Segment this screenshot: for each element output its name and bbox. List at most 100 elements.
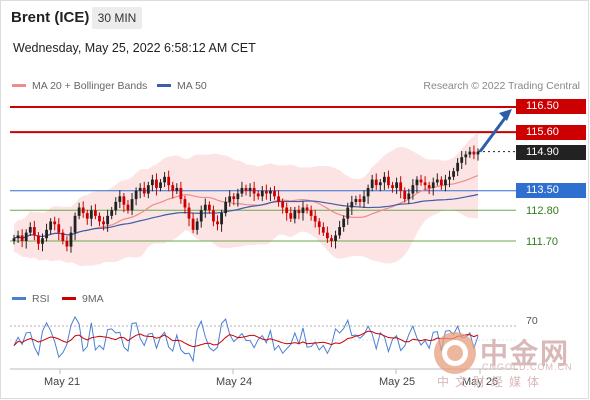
candle-body: [330, 238, 333, 241]
candle-body: [150, 179, 154, 186]
candle-body: [321, 227, 325, 233]
level-label-111-70: 111.70: [526, 236, 559, 248]
candle-body: [415, 179, 419, 186]
level-label-115-60: 115.60: [516, 125, 586, 140]
candle-body: [77, 207, 81, 216]
legend-rsi-ma: 9MA: [62, 293, 104, 305]
candle-body: [16, 235, 20, 239]
candle-body: [362, 196, 366, 202]
rsi-line: [13, 315, 479, 363]
candle-body: [12, 238, 16, 241]
bollinger-band-area: [14, 132, 478, 267]
candle-body: [207, 204, 211, 211]
candle-body: [309, 210, 313, 216]
watermark-sub: 中文财经媒体: [437, 375, 546, 389]
level-label-116-50: 116.50: [516, 99, 586, 114]
candle-body: [444, 179, 447, 186]
legend-ma20: MA 20 + Bollinger Bands: [12, 80, 147, 92]
bollinger-band: [14, 132, 478, 267]
candle-body: [146, 185, 150, 194]
candle-body: [313, 215, 317, 222]
rsi-ma-line: [13, 330, 479, 348]
credit-text: Research © 2022 Trading Central: [423, 80, 580, 92]
candle-body: [175, 187, 179, 191]
candle-body: [171, 185, 175, 191]
candle-body: [317, 221, 321, 228]
candle-body: [326, 232, 329, 239]
candle-body: [203, 204, 207, 211]
candle-body: [195, 221, 199, 230]
x-tick-may21: May 21: [44, 376, 81, 388]
candle-body: [305, 207, 309, 211]
candle-body: [301, 207, 305, 214]
instrument-title: Brent (ICE): [11, 9, 90, 26]
candle-body: [216, 221, 219, 225]
candle-body: [395, 182, 398, 188]
candle-body: [163, 176, 166, 183]
candle-body: [228, 196, 232, 202]
candle-body: [468, 151, 472, 155]
candle-body: [448, 176, 451, 180]
candle-body: [45, 229, 48, 239]
candle-body: [187, 207, 191, 219]
x-tick-may26: May 26: [462, 376, 499, 388]
candle-body: [334, 235, 337, 241]
rsi-level-70: 70: [526, 315, 538, 327]
candle-body: [69, 232, 73, 247]
legend-ma20-label: MA 20 + Bollinger Bands: [32, 80, 148, 92]
candle-body: [366, 187, 370, 197]
candle-body: [98, 215, 101, 222]
candle-body: [57, 224, 61, 233]
candle-body: [350, 201, 354, 208]
level-label-113-50: 113.50: [516, 183, 586, 198]
candle-body: [419, 179, 423, 183]
candle-body: [407, 193, 411, 200]
watermark-logo-icon: [434, 332, 476, 374]
candle-body: [110, 210, 114, 216]
candle-body: [464, 154, 468, 158]
candle-body: [122, 196, 126, 205]
candle-body: [460, 157, 464, 163]
rsi-swatch-icon: [12, 296, 26, 300]
candle-body: [293, 210, 297, 219]
candle-body: [61, 232, 65, 241]
candle-body: [199, 210, 203, 222]
moving-averages: [13, 174, 479, 239]
candle-body: [94, 210, 97, 216]
candle-body: [236, 193, 240, 200]
candles: [12, 145, 480, 253]
projection-arrow: [478, 109, 512, 153]
candle-body: [65, 241, 69, 247]
candle-body: [244, 187, 248, 191]
rsi-panel: [10, 315, 518, 363]
candle-body: [240, 187, 244, 194]
level-label-112-80: 112.80: [526, 205, 559, 217]
candle-body: [53, 221, 57, 225]
candle-body: [118, 196, 122, 202]
watermark-cn: 中金网: [480, 337, 571, 370]
candle-body: [346, 207, 350, 219]
candle-body: [32, 227, 36, 236]
ma50-line: [13, 193, 479, 239]
projection-arrow-shaft: [478, 113, 510, 153]
candle-body: [411, 185, 415, 194]
candle-body: [273, 190, 276, 197]
legend-rsi: RSI: [12, 293, 50, 305]
candle-body: [338, 227, 342, 236]
x-tick-may25: May 25: [379, 376, 416, 388]
candle-body: [399, 182, 403, 191]
legend-ma50-label: MA 50: [177, 80, 207, 92]
candle-body: [423, 182, 427, 186]
chart-datetime: Wednesday, May 25, 2022 6:58:12 AM CET: [13, 41, 256, 55]
ma20-swatch-icon: [12, 83, 26, 87]
candle-body: [269, 190, 272, 194]
candle-body: [102, 221, 105, 225]
candle-body: [472, 151, 476, 155]
candle-body: [220, 213, 223, 225]
candle-body: [191, 218, 195, 230]
candle-body: [391, 185, 394, 188]
timeframe-badge[interactable]: 30 MIN: [92, 7, 142, 29]
candle-body: [452, 171, 455, 177]
legend-rsi-ma-label: 9MA: [82, 293, 104, 305]
